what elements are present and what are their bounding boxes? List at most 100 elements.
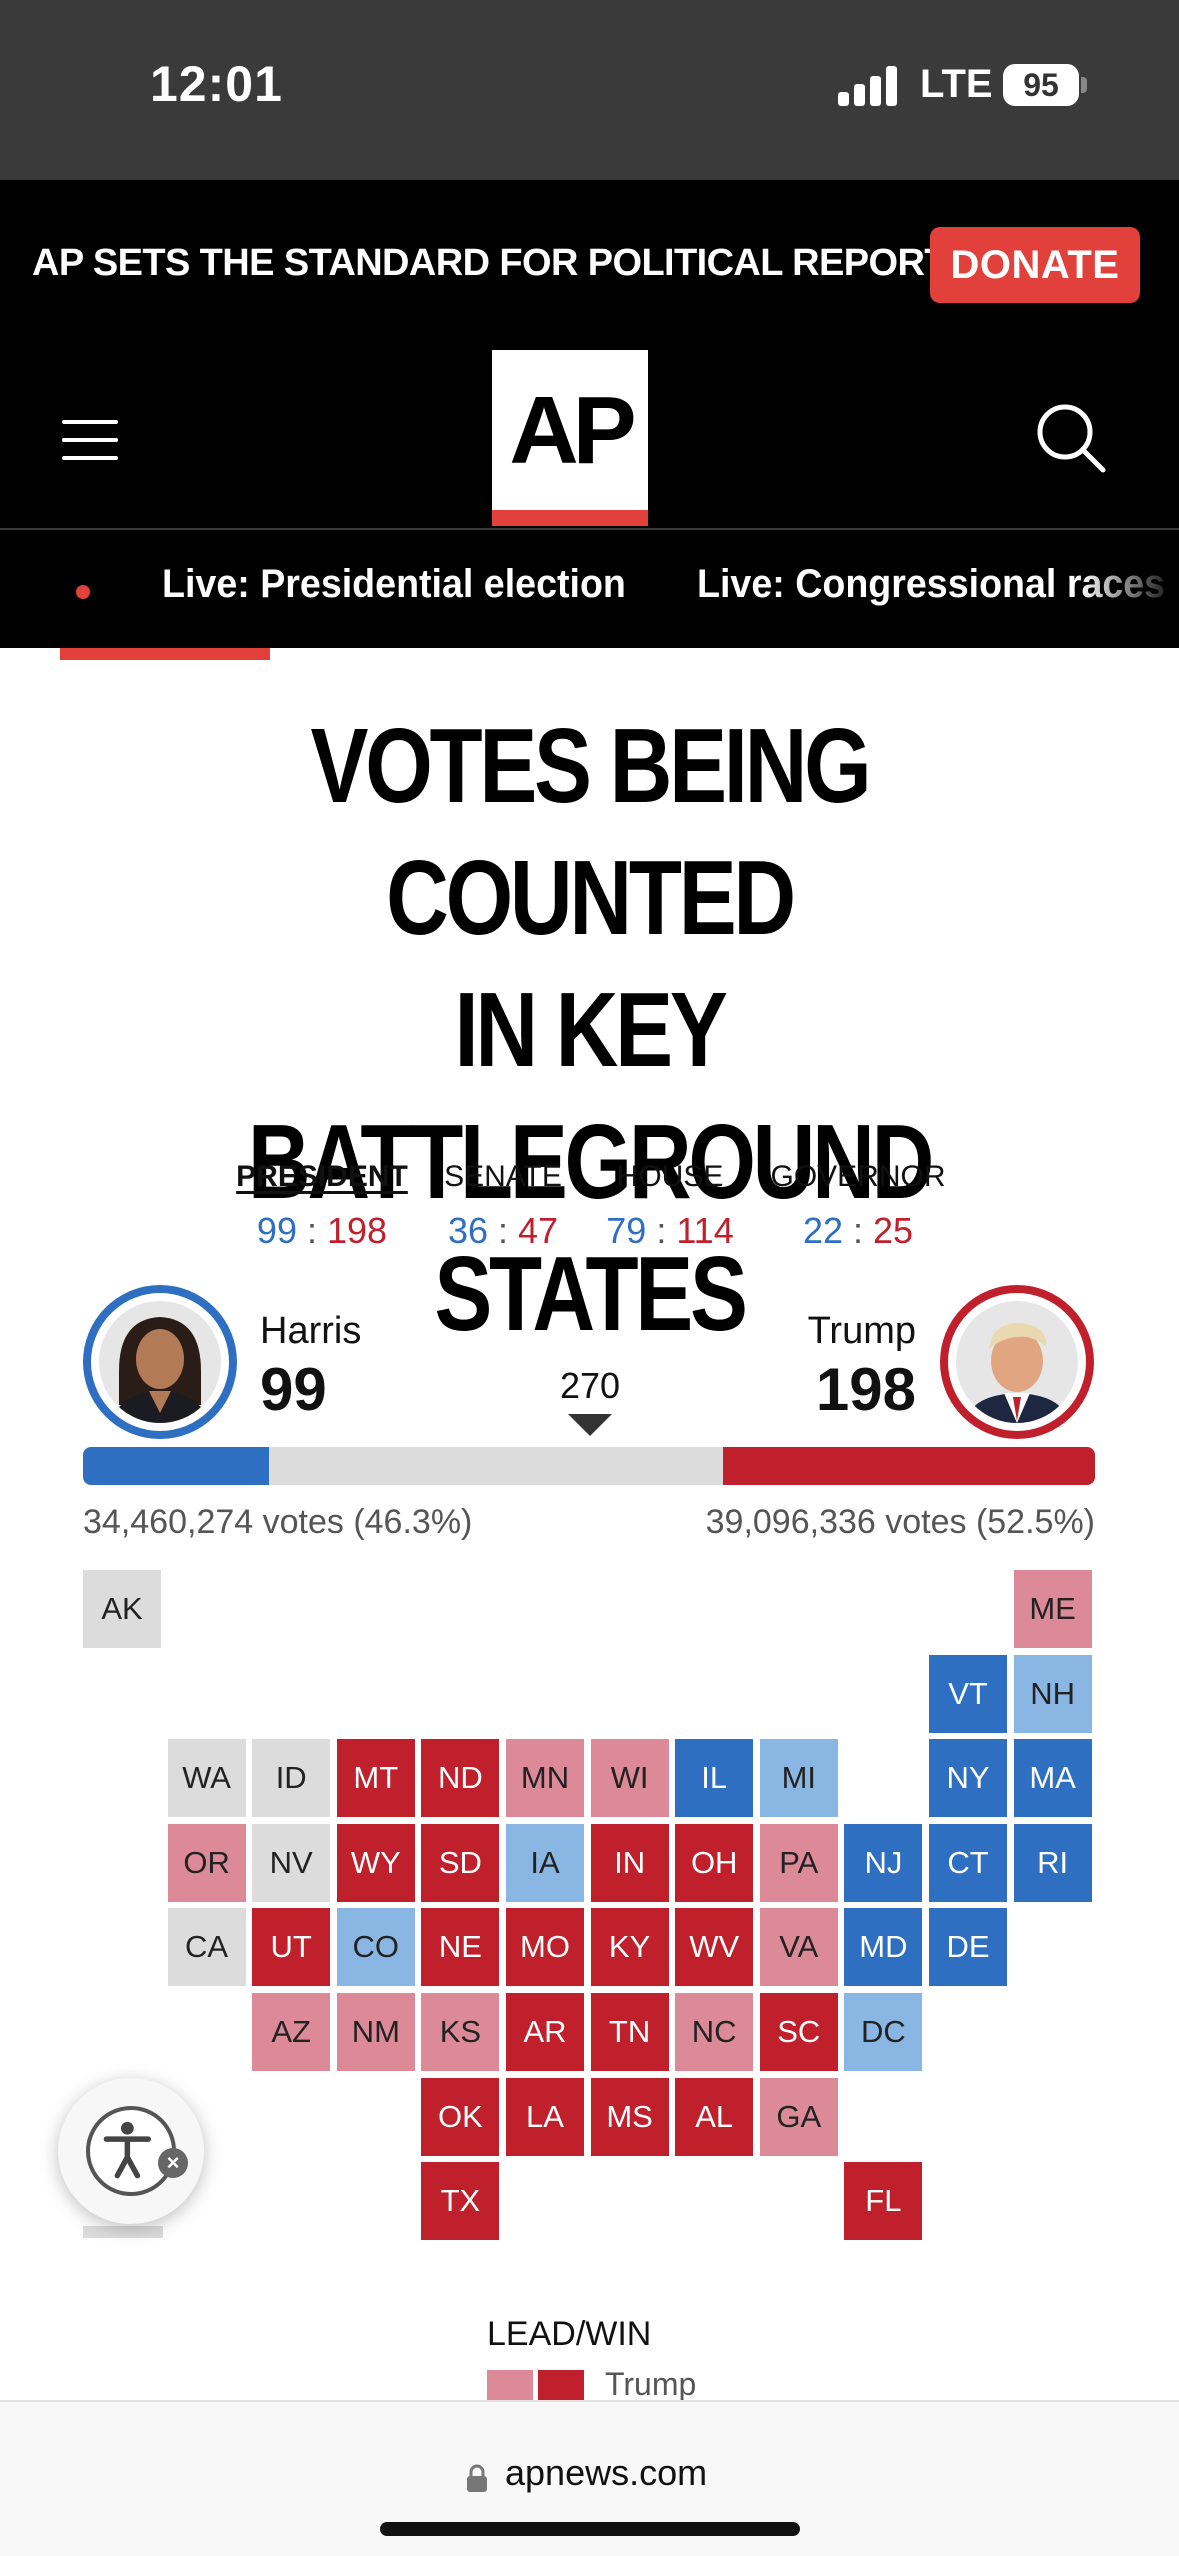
battery-level: 95 xyxy=(1023,67,1059,103)
state-tile-mi[interactable]: MI xyxy=(759,1739,838,1818)
legend-label: Trump xyxy=(605,2366,697,2402)
tab-house[interactable]: HOUSE 79 : 114 xyxy=(580,1160,760,1252)
state-tile-nm[interactable]: NM xyxy=(336,1993,415,2071)
trump-ev-fill xyxy=(722,1447,1095,1485)
state-tile-nd[interactable]: ND xyxy=(421,1739,500,1818)
harris-name: Harris xyxy=(260,1310,362,1352)
live-presidential-link[interactable]: Live: Presidential election xyxy=(162,562,626,606)
state-tile-wv[interactable]: WV xyxy=(675,1908,754,1987)
search-icon[interactable] xyxy=(1035,402,1107,474)
tab-label: SENATE xyxy=(444,1160,562,1193)
win-threshold: 270 xyxy=(559,1365,621,1406)
state-tile-wa[interactable]: WA xyxy=(167,1739,246,1818)
headline-line: IN KEY BATTLEGROUND xyxy=(247,971,935,1221)
tab-governor[interactable]: GOVERNOR 22 : 25 xyxy=(768,1160,948,1252)
state-tile-ne[interactable]: NE xyxy=(421,1908,500,1987)
state-tile-ms[interactable]: MS xyxy=(590,2077,669,2156)
electoral-vote-bar xyxy=(83,1447,1095,1485)
state-tile-or[interactable]: OR xyxy=(167,1823,246,1902)
state-tile-pa[interactable]: PA xyxy=(759,1823,838,1902)
state-tile-ia[interactable]: IA xyxy=(506,1823,584,1902)
state-tile-va[interactable]: VA xyxy=(759,1908,838,1987)
state-tile-ky[interactable]: KY xyxy=(590,1908,669,1987)
trump-avatar xyxy=(940,1285,1094,1439)
state-tile-ma[interactable]: MA xyxy=(1013,1739,1092,1818)
state-tile-me[interactable]: ME xyxy=(1013,1570,1092,1648)
tab-score: 36 : 47 xyxy=(447,1210,559,1251)
harris-electoral-votes: 99 xyxy=(260,1356,327,1423)
trump-popular-vote: 39,096,336 votes (52.5%) xyxy=(705,1503,1095,1541)
state-tile-tx[interactable]: TX xyxy=(421,2162,500,2241)
state-tile-az[interactable]: AZ xyxy=(252,1993,331,2071)
state-tile-oh[interactable]: OH xyxy=(675,1823,754,1902)
legend-solid-rep-swatch xyxy=(538,2370,584,2400)
harris-portrait-icon xyxy=(99,1301,221,1423)
signal-icon xyxy=(838,66,898,106)
state-tile-ct[interactable]: CT xyxy=(929,1823,1007,1902)
state-tile-ut[interactable]: UT xyxy=(252,1908,331,1987)
state-tile-il[interactable]: IL xyxy=(675,1739,754,1818)
live-indicator-dot xyxy=(76,585,90,599)
close-icon[interactable]: × xyxy=(158,2148,188,2178)
ap-logo[interactable]: AP xyxy=(492,350,648,526)
tab-score: 22 : 25 xyxy=(802,1210,914,1251)
state-tile-mn[interactable]: MN xyxy=(506,1739,584,1818)
accessibility-button[interactable]: × xyxy=(58,2078,204,2224)
state-tile-sd[interactable]: SD xyxy=(421,1823,500,1902)
site-header: AP SETS THE STANDARD FOR POLITICAL REPOR… xyxy=(0,180,1179,648)
state-tile-mo[interactable]: MO xyxy=(506,1908,584,1987)
state-tile-id[interactable]: ID xyxy=(252,1739,331,1818)
state-tile-nc[interactable]: NC xyxy=(675,1993,754,2071)
battery-icon: 95 xyxy=(1003,64,1079,106)
state-tile-dc[interactable]: DC xyxy=(844,1993,923,2071)
state-tile-tn[interactable]: TN xyxy=(590,1993,669,2071)
state-tile-nv[interactable]: NV xyxy=(252,1823,331,1902)
lock-icon xyxy=(467,2464,487,2492)
state-tile-al[interactable]: AL xyxy=(675,2077,754,2156)
state-tile-ar[interactable]: AR xyxy=(506,1993,584,2071)
state-tile-nj[interactable]: NJ xyxy=(844,1823,923,1902)
state-tile-ok[interactable]: OK xyxy=(421,2077,500,2156)
state-tile-mt[interactable]: MT xyxy=(336,1739,415,1818)
page-headline: VOTES BEING COUNTED IN KEY BATTLEGROUND … xyxy=(139,700,1040,1360)
tab-president[interactable]: PRESIDENT 99 : 198 xyxy=(232,1160,412,1252)
donate-button[interactable]: DONATE xyxy=(930,227,1140,303)
state-tile-in[interactable]: IN xyxy=(590,1823,669,1902)
logo-text: AP xyxy=(509,377,636,484)
state-tile-de[interactable]: DE xyxy=(929,1908,1007,1987)
hamburger-menu-icon[interactable] xyxy=(62,420,118,460)
state-tile-fl[interactable]: FL xyxy=(844,2162,923,2241)
tab-senate[interactable]: SENATE 36 : 47 xyxy=(413,1160,593,1252)
state-tile-md[interactable]: MD xyxy=(844,1908,923,1987)
headline-line: STATES xyxy=(434,1235,748,1353)
state-tile-ca[interactable]: CA xyxy=(167,1908,246,1987)
state-tile-wy[interactable]: WY xyxy=(336,1823,415,1902)
state-tile-ak[interactable]: AK xyxy=(83,1570,161,1648)
state-tile-ri[interactable]: RI xyxy=(1013,1823,1092,1902)
partial-tile xyxy=(83,2226,163,2238)
status-bar: 12:01 LTE 95 xyxy=(0,0,1179,180)
browser-url-bar[interactable]: apnews.com xyxy=(0,2400,1179,2556)
state-tile-la[interactable]: LA xyxy=(506,2077,584,2156)
state-tile-nh[interactable]: NH xyxy=(1013,1654,1092,1733)
state-tile-ks[interactable]: KS xyxy=(421,1993,500,2071)
state-tile-wi[interactable]: WI xyxy=(590,1739,669,1818)
tab-score: 79 : 114 xyxy=(606,1210,734,1251)
state-tile-ga[interactable]: GA xyxy=(759,2077,838,2156)
network-type: LTE xyxy=(920,62,993,106)
status-time: 12:01 xyxy=(150,56,283,112)
tab-label: GOVERNOR xyxy=(770,1160,946,1193)
state-tile-vt[interactable]: VT xyxy=(929,1654,1007,1733)
state-tile-co[interactable]: CO xyxy=(336,1908,415,1987)
section-accent-bar xyxy=(60,648,270,660)
home-indicator[interactable] xyxy=(380,2522,800,2536)
state-tile-sc[interactable]: SC xyxy=(759,1993,838,2071)
tab-label: HOUSE xyxy=(616,1160,724,1193)
trump-name: Trump xyxy=(807,1310,916,1352)
trump-portrait-icon xyxy=(956,1301,1078,1423)
nav-fade xyxy=(1080,540,1179,640)
header-divider xyxy=(0,528,1179,530)
state-tile-ny[interactable]: NY xyxy=(929,1739,1007,1818)
logo-red-bar xyxy=(492,510,648,526)
tab-label: PRESIDENT xyxy=(236,1160,408,1193)
